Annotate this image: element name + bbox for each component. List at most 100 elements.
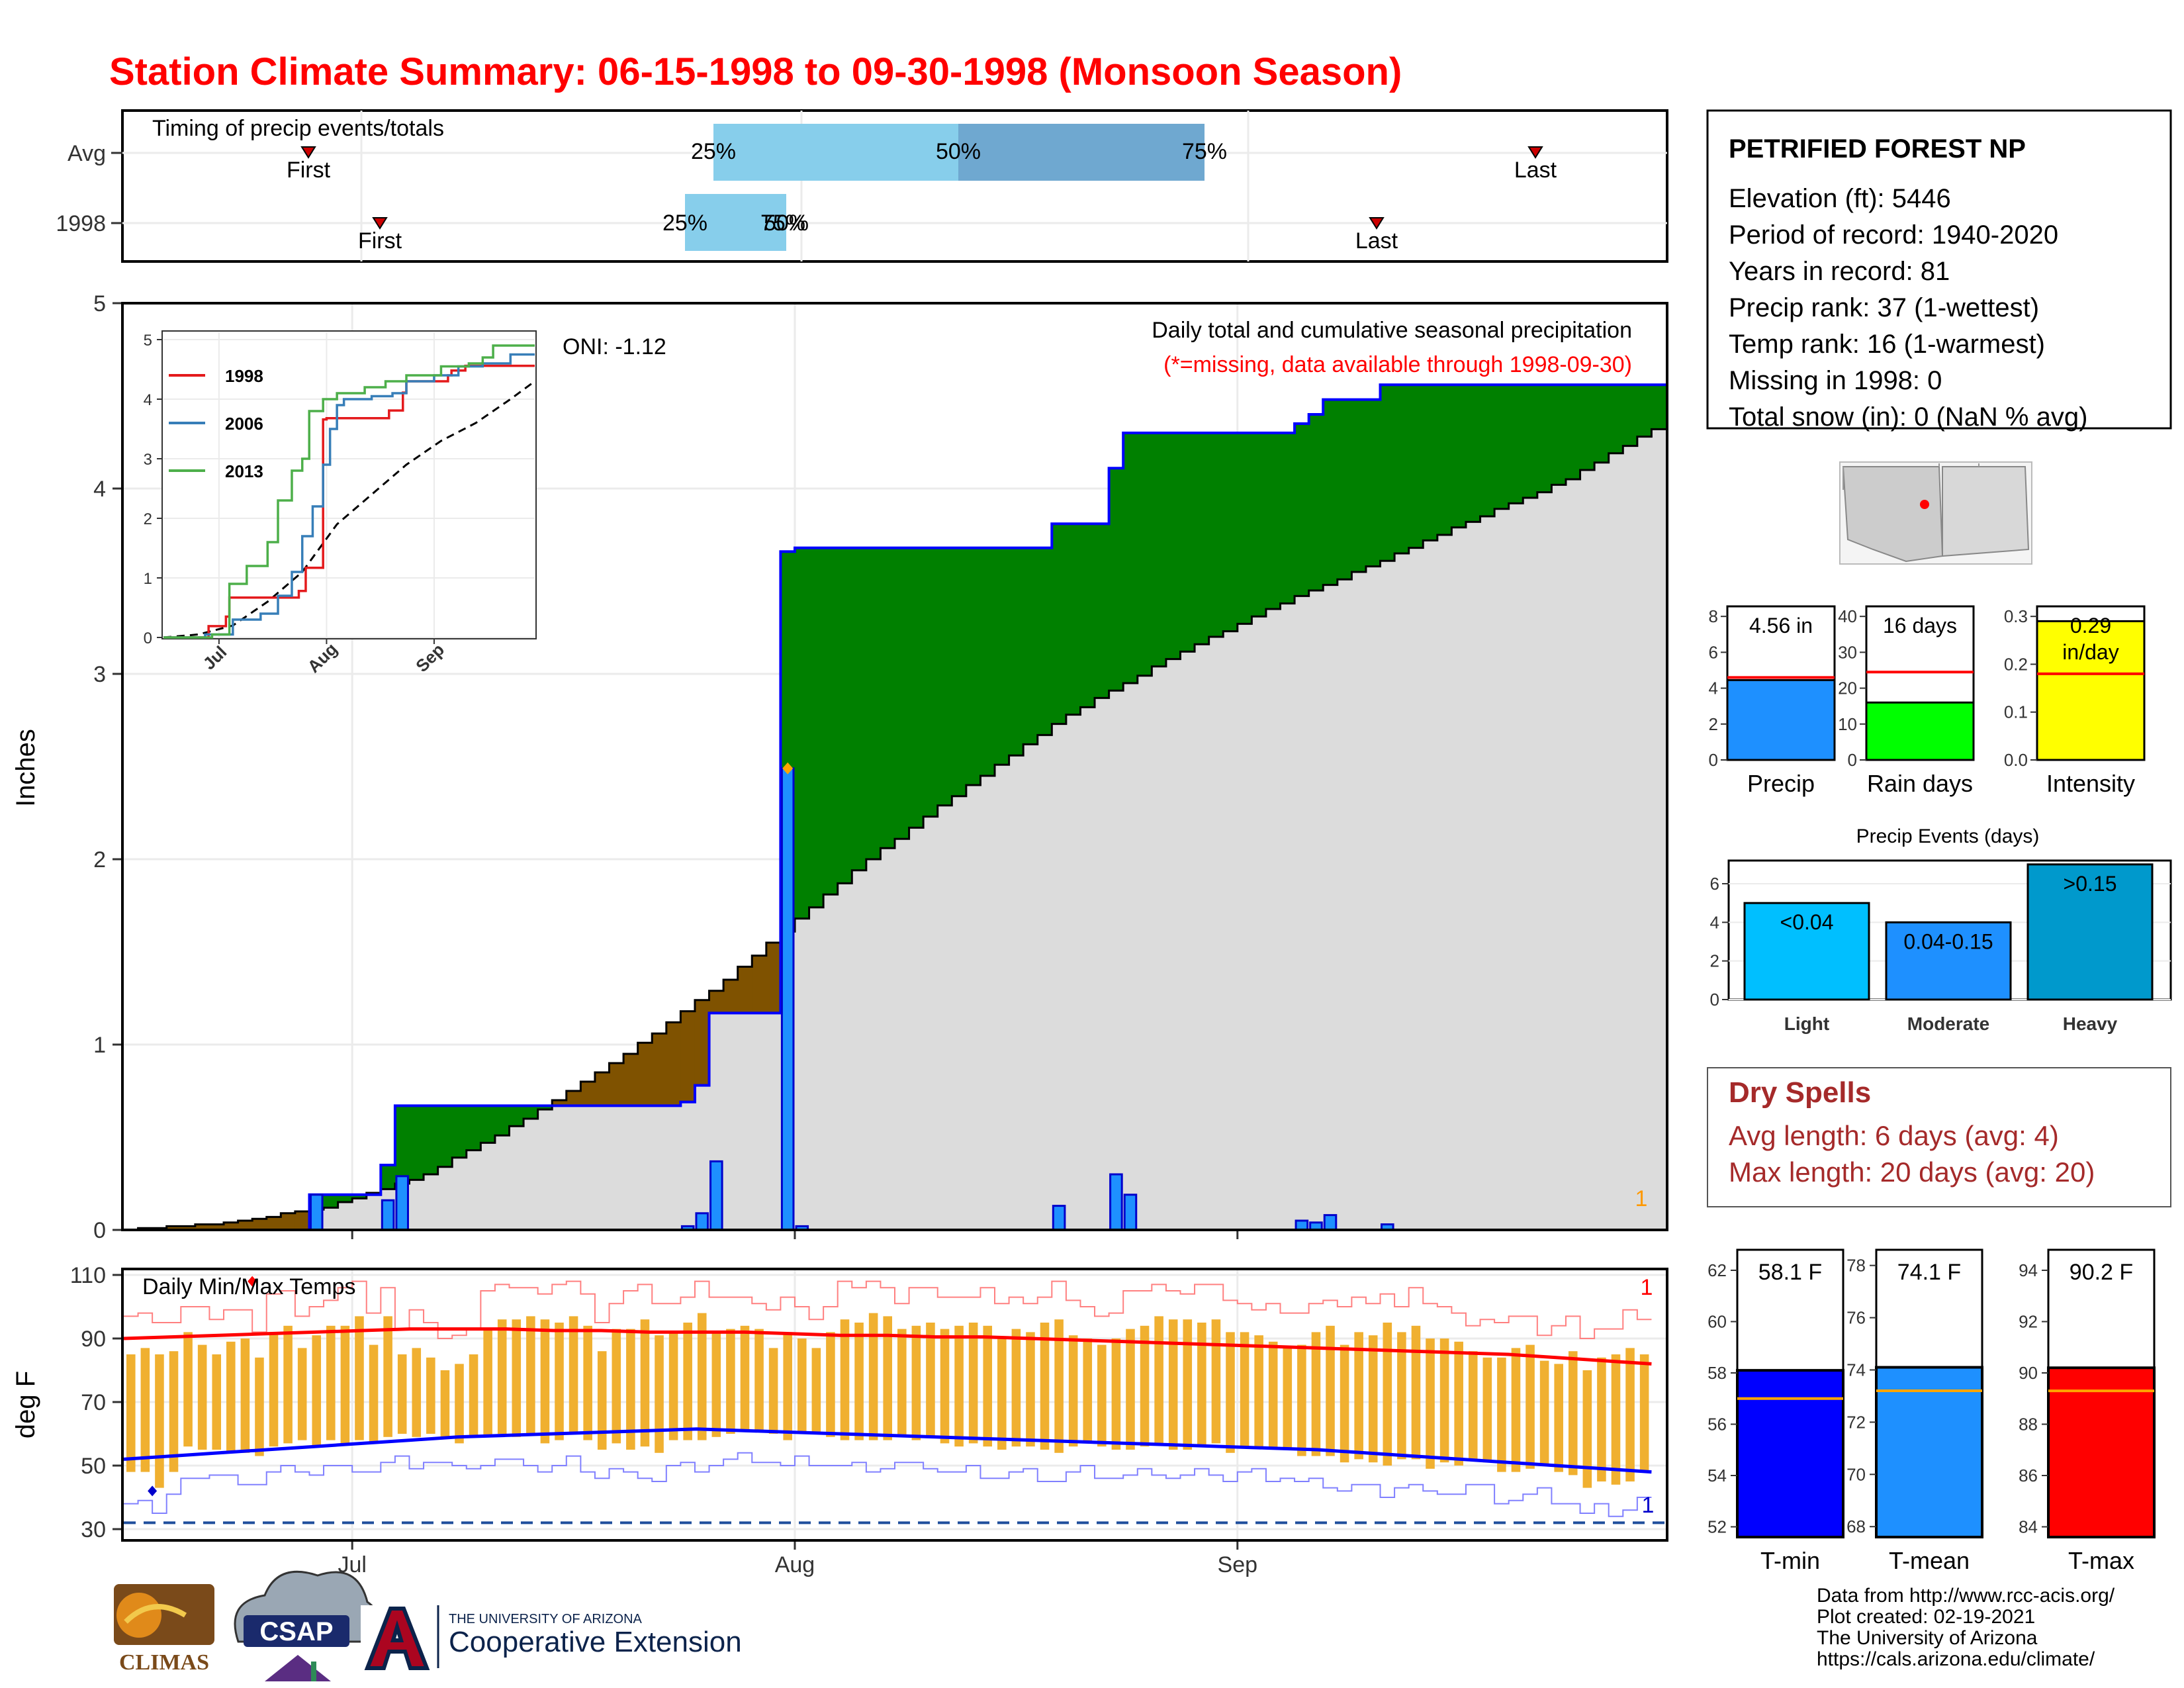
- temp-summary-bar-0: [1736, 1369, 1844, 1538]
- obs-cumulative-line: [124, 383, 1666, 1231]
- timing-row-1998: 1998: [56, 211, 106, 236]
- y1998-pct-75: 75%: [760, 211, 805, 236]
- temp-corner-max: 1: [1641, 1275, 1653, 1300]
- precip-ytick-label: 5: [93, 291, 106, 316]
- temp-summary-ytick-label: 72: [1846, 1412, 1866, 1432]
- surplus-band: [1123, 433, 1138, 683]
- deficit-band: [752, 955, 767, 1013]
- summary-bar-1: [1865, 701, 1975, 761]
- y1998-25-75-box: [685, 194, 786, 251]
- temp-range-bar: [226, 1341, 236, 1453]
- station-precip-rank: Precip rank: 37 (1-wettest): [1729, 293, 2039, 322]
- surplus-band: [1223, 433, 1238, 632]
- y1998-first-label: First: [358, 228, 402, 254]
- temp-range-bar: [155, 1354, 164, 1488]
- surplus-band: [1451, 385, 1467, 528]
- surplus-band: [1523, 385, 1538, 498]
- timing-panel: Timing of precip events/totals Avg 1998 …: [56, 109, 1668, 263]
- temp-range-bar: [1468, 1351, 1478, 1460]
- temp-range-bar: [183, 1332, 193, 1447]
- precip-corner-count: 1: [1635, 1186, 1648, 1211]
- daily-precip-bar: [1109, 1173, 1123, 1231]
- surplus-band: [1423, 385, 1438, 541]
- temp-range-bar: [1297, 1344, 1306, 1456]
- temp-range-bar: [911, 1325, 921, 1440]
- surplus-band: [494, 1105, 510, 1136]
- deficit-band: [195, 1224, 210, 1230]
- temp-range-bar: [1268, 1341, 1278, 1450]
- deficit-band: [594, 1072, 610, 1106]
- temp-range-bar: [1211, 1319, 1221, 1444]
- dry-spells-max: Max length: 20 days (avg: 20): [1729, 1156, 2095, 1188]
- surplus-band: [923, 547, 938, 817]
- temp-range-bar: [897, 1329, 907, 1437]
- temp-ytick-label: 110: [70, 1263, 106, 1288]
- avg-50-75-box: [958, 124, 1205, 181]
- temp-range-bar: [1326, 1325, 1335, 1456]
- temp-ytick-label: 70: [81, 1390, 106, 1415]
- ua-logo: THE UNIVERSITY OF ARIZONA Cooperative Ex…: [361, 1605, 742, 1671]
- temp-summary-ytick-label: 70: [1846, 1464, 1866, 1484]
- temp-summary-ytick-label: 86: [2019, 1466, 2038, 1485]
- inset-ytick-label: 0: [144, 630, 152, 647]
- surplus-band: [1594, 385, 1610, 463]
- deficit-band: [580, 1082, 596, 1106]
- surplus-band: [1195, 433, 1210, 645]
- temp-range-bar: [612, 1329, 621, 1444]
- precip-ytick-label: 1: [93, 1033, 106, 1058]
- surplus-band: [1580, 385, 1595, 470]
- temp-range-bar: [854, 1323, 864, 1440]
- temp-range-bar: [626, 1329, 635, 1450]
- temp-summary-ytick-label: 88: [2019, 1415, 2038, 1434]
- temp-range-bar: [1625, 1348, 1635, 1481]
- surplus-band: [437, 1105, 453, 1167]
- surplus-band: [809, 547, 824, 908]
- summary-value-0: 4.56 in: [1749, 614, 1813, 637]
- temp-range-bar: [126, 1354, 136, 1472]
- precip-ytick-label: 4: [93, 477, 106, 502]
- surplus-band: [480, 1105, 496, 1143]
- surplus-band: [1308, 414, 1324, 590]
- temp-summary-label-1: T-mean: [1889, 1547, 1970, 1574]
- timing-label: Timing of precip events/totals: [152, 116, 444, 141]
- surplus-band: [1351, 399, 1367, 572]
- daily-precip-bar: [1123, 1194, 1138, 1231]
- temp-range-bar: [1539, 1360, 1549, 1466]
- temp-summary-ytick-label: 60: [1707, 1312, 1727, 1332]
- deficit-band: [266, 1217, 281, 1230]
- temp-range-bar: [1639, 1354, 1649, 1472]
- surplus-band: [1408, 385, 1424, 548]
- temp-range-bar: [1582, 1370, 1592, 1488]
- surplus-band: [1023, 547, 1038, 745]
- temp-range-bar: [783, 1332, 792, 1440]
- temp-range-bar: [1368, 1335, 1378, 1463]
- page-title: Station Climate Summary: 06-15-1998 to 0…: [109, 50, 1402, 93]
- surplus-band: [837, 547, 852, 884]
- deficit-band: [166, 1226, 181, 1230]
- temp-record-min-line: [124, 1452, 1652, 1517]
- deficit-band: [552, 1100, 567, 1106]
- temp-range-bar: [1240, 1332, 1250, 1447]
- station-name: PETRIFIED FOREST NP: [1729, 134, 2026, 164]
- temp-range-bar: [440, 1370, 450, 1437]
- deficit-band: [737, 966, 752, 1013]
- station-location-dot: [1920, 500, 1929, 509]
- temp-summary-ytick-label: 76: [1846, 1308, 1866, 1328]
- deficit-band: [181, 1226, 196, 1230]
- daily-precip-bar: [709, 1160, 723, 1231]
- precip-ylabel-text: Inches: [11, 729, 40, 807]
- temp-summary-bar-1: [1875, 1366, 1983, 1538]
- inset-ytick-label: 3: [144, 451, 152, 469]
- temp-summary-ytick-label: 78: [1846, 1256, 1866, 1276]
- surplus-band: [895, 547, 910, 839]
- surplus-band: [424, 1105, 439, 1174]
- temp-range-bar: [1554, 1364, 1563, 1472]
- temp-range-bar: [983, 1325, 993, 1447]
- temp-range-bar: [169, 1351, 179, 1472]
- surplus-band: [1508, 385, 1524, 504]
- temp-range-bar: [1183, 1319, 1193, 1450]
- temp-ytick-label: 90: [81, 1327, 106, 1352]
- station-period: Period of record: 1940-2020: [1729, 220, 2058, 250]
- temp-range-bar: [426, 1357, 435, 1434]
- avg-last-marker: [1527, 146, 1543, 159]
